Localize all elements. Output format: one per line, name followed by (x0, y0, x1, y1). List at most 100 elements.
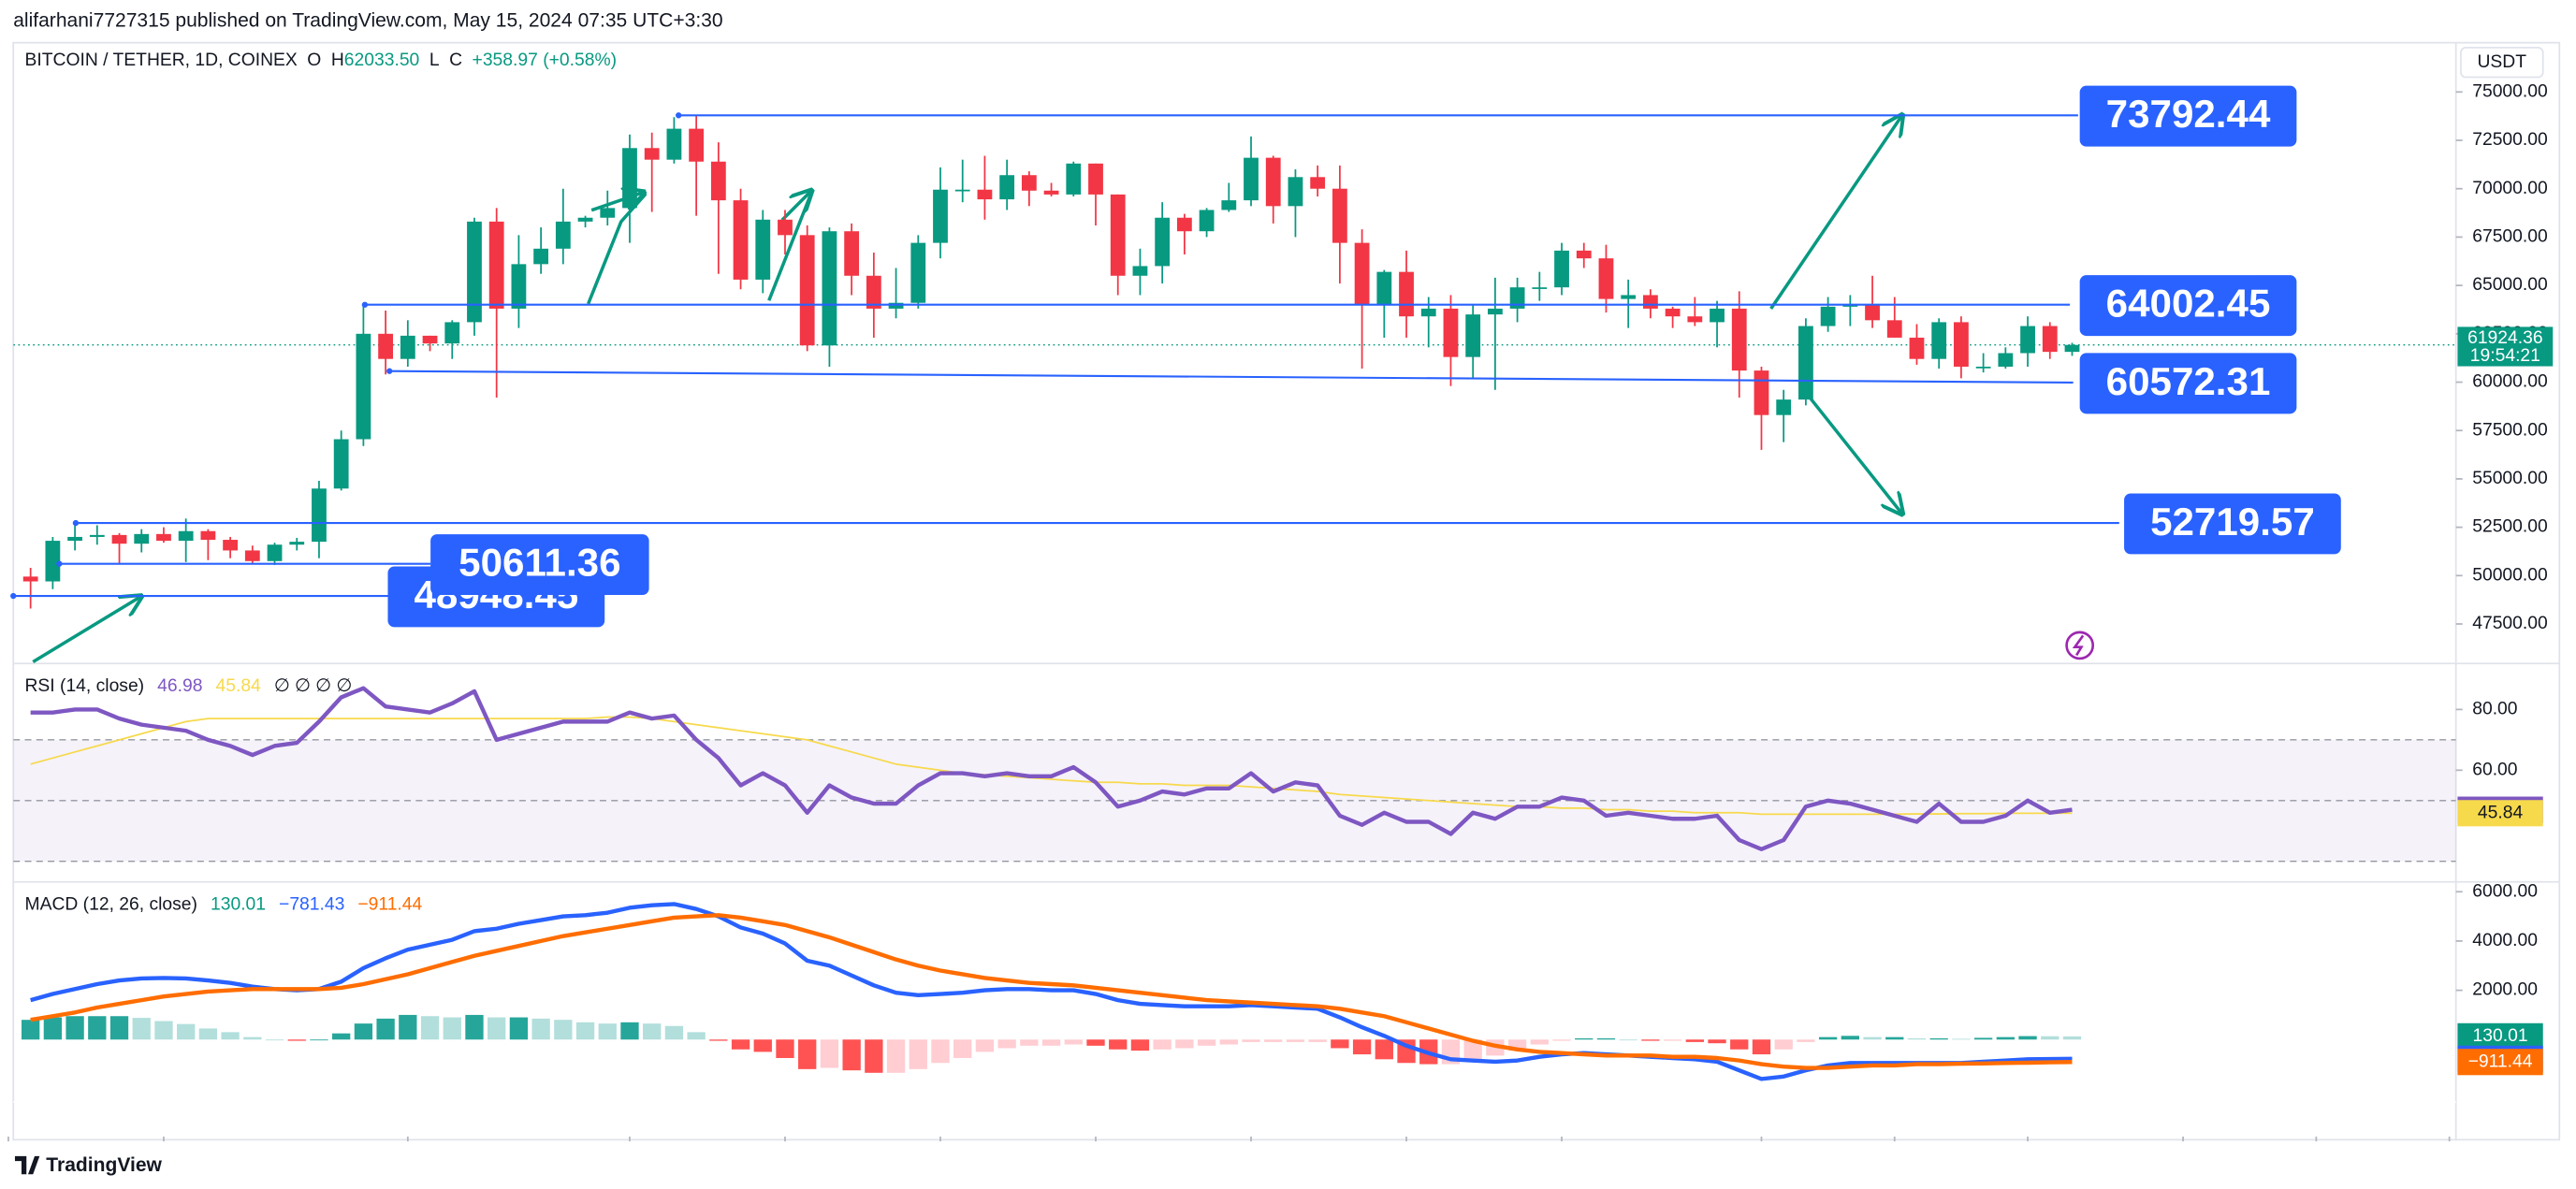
y-tick-label: 80.00 (2472, 699, 2517, 718)
y-tick-label: 47500.00 (2472, 614, 2548, 633)
candle-body (2020, 326, 2035, 354)
histogram-bar (1109, 1039, 1128, 1050)
candle-body (1199, 210, 1215, 232)
candle-body (799, 235, 815, 346)
pane-value: 130.01 (211, 894, 266, 914)
candle-body (1043, 190, 1059, 195)
histogram-bar (643, 1023, 662, 1040)
histogram-bar (620, 1022, 639, 1040)
level-anchor (386, 368, 393, 374)
pane-value: −781.43 (279, 894, 344, 914)
histogram-bar (1086, 1039, 1105, 1046)
histogram-bar (1929, 1037, 1948, 1040)
candle-body (333, 439, 349, 489)
arrow (32, 596, 141, 663)
logo-mark (14, 1155, 40, 1175)
candle-body (378, 333, 394, 359)
candle-body (844, 231, 860, 276)
histogram-bar (1041, 1039, 1061, 1046)
candle-body (444, 322, 460, 344)
histogram-bar (1575, 1037, 1594, 1040)
candle-body (488, 221, 504, 309)
histogram-bar (1507, 1039, 1527, 1051)
histogram-bar (2041, 1036, 2059, 1040)
histogram-bar (1708, 1039, 1726, 1044)
candle-body (1221, 200, 1237, 210)
y-tick-label: 4000.00 (2472, 931, 2538, 950)
candle-body (1310, 177, 1326, 189)
alert-circle[interactable] (2065, 631, 2095, 660)
histogram-bar (575, 1022, 595, 1040)
candle-body (533, 248, 549, 265)
alert-bolt (2072, 634, 2085, 657)
candle-body (1998, 353, 2014, 367)
level-label: 73792.44 (2106, 92, 2271, 136)
candle-body (666, 128, 682, 160)
frame (12, 41, 2561, 1141)
histogram-bar (177, 1023, 196, 1040)
candle-body (22, 576, 38, 582)
histogram-bar (509, 1017, 529, 1040)
histogram-bar (420, 1016, 440, 1040)
candle-body (156, 533, 171, 542)
candle-body (999, 175, 1015, 200)
histogram-bar (22, 1020, 40, 1040)
legend-key: O (307, 51, 321, 70)
histogram-bar (753, 1039, 772, 1052)
last-price-tag (2457, 326, 2554, 367)
candle-body (1798, 326, 1813, 400)
histogram-bar (1264, 1039, 1283, 1042)
y-tick-label: 75000.00 (2472, 81, 2548, 101)
histogram-bar (65, 1016, 84, 1040)
candle-body (1554, 250, 1569, 288)
candle-body (1621, 295, 1637, 299)
candle-body (2042, 326, 2058, 353)
candle-body (67, 536, 82, 542)
histogram-bar (1130, 1039, 1150, 1051)
histogram-bar (687, 1032, 706, 1040)
logo[interactable]: TradingView (14, 1154, 163, 1176)
y-tick-label: 67500.00 (2472, 227, 2548, 247)
candle-body (289, 542, 305, 545)
histogram-bar (88, 1016, 107, 1040)
histogram-bar (1663, 1039, 1682, 1041)
pane-title: RSI (14, close) (25, 676, 145, 696)
level-anchor (72, 519, 80, 527)
histogram-bar (1175, 1039, 1194, 1049)
candle-body (1288, 177, 1303, 207)
candle-body (1576, 250, 1592, 259)
candle-body (577, 217, 593, 222)
histogram-bar (1730, 1039, 1749, 1050)
histogram-bar (886, 1039, 906, 1073)
candle-body (555, 221, 571, 249)
candle-body (600, 208, 616, 218)
histogram-bar (909, 1039, 927, 1069)
macd-line (30, 902, 2073, 1081)
y-tick-label: 72500.00 (2472, 130, 2548, 150)
histogram-bar (1596, 1037, 1616, 1040)
candle-body (755, 219, 771, 280)
histogram-bar (354, 1023, 373, 1040)
histogram-bar (1197, 1039, 1216, 1046)
histogram-bar (1286, 1039, 1305, 1042)
candle-body (1665, 308, 1681, 317)
candle-body (2064, 344, 2080, 353)
y-tick-label: 6000.00 (2472, 881, 2538, 901)
value-tag (2457, 1022, 2543, 1050)
candle-body (1244, 157, 1259, 201)
candle-body (1021, 175, 1037, 191)
currency-box[interactable] (2460, 47, 2544, 79)
legend-change: +358.97 (+0.58%) (473, 51, 618, 70)
candle-body (356, 333, 371, 440)
alert-icon[interactable] (2065, 631, 2095, 660)
histogram-bar (1863, 1037, 1882, 1040)
histogram-bar (2062, 1036, 2082, 1040)
candle-body (1332, 188, 1347, 243)
candle-body (1754, 370, 1769, 415)
candle-body (267, 544, 283, 561)
legend-key: C (449, 51, 462, 70)
candle-body (1975, 366, 1991, 369)
y-tick-label: 55000.00 (2472, 469, 2548, 488)
candle-body (223, 540, 239, 551)
histogram-bar (997, 1039, 1016, 1049)
